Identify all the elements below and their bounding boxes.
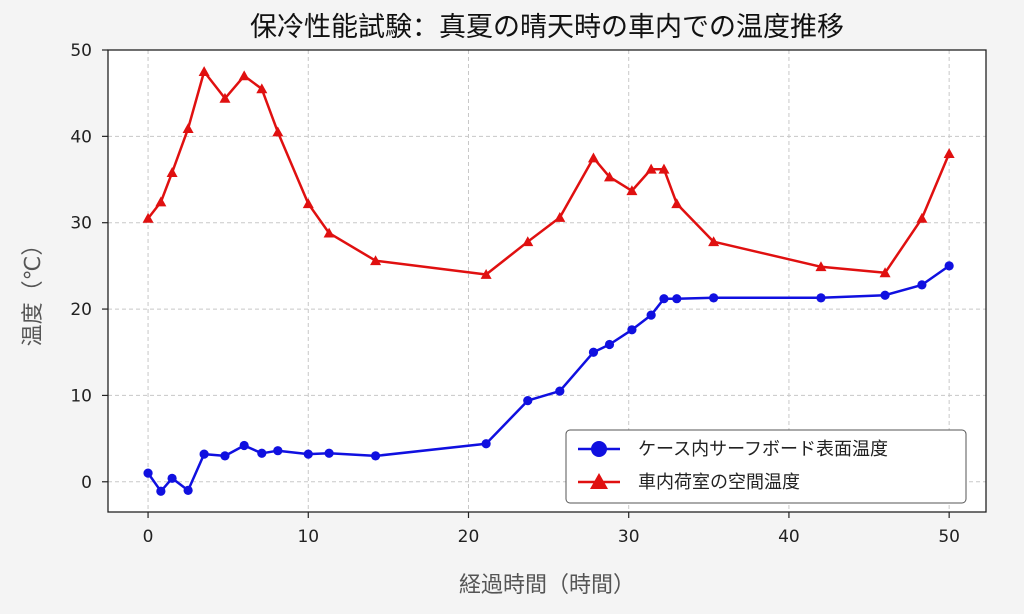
x-axis-label: 経過時間（時間） bbox=[459, 573, 635, 598]
y-tick-label: 0 bbox=[81, 473, 92, 493]
series-1-point bbox=[645, 163, 657, 174]
series-1-point bbox=[302, 198, 314, 209]
series-1-point bbox=[198, 66, 210, 76]
series-0-point bbox=[183, 485, 193, 496]
legend-marker-surface bbox=[591, 441, 607, 457]
series-1-point bbox=[603, 171, 615, 182]
series-0-point bbox=[709, 293, 719, 303]
series-0-point bbox=[481, 439, 491, 449]
series-0-point bbox=[604, 339, 615, 350]
series-0-point bbox=[199, 449, 209, 459]
series-0-point bbox=[646, 310, 656, 320]
series-1-point bbox=[879, 267, 891, 278]
series-0-point bbox=[672, 294, 682, 304]
x-tick-label: 30 bbox=[618, 527, 640, 547]
x-tick-label: 10 bbox=[297, 527, 319, 547]
y-tick-label: 10 bbox=[70, 386, 92, 406]
series-0-point bbox=[143, 468, 153, 478]
series-1-point bbox=[554, 212, 566, 222]
series-1-point bbox=[182, 123, 194, 133]
series-layer bbox=[142, 66, 955, 496]
series-1-point bbox=[480, 269, 492, 279]
series-0-point bbox=[167, 473, 177, 483]
series-1-point bbox=[587, 152, 599, 163]
series-0-point bbox=[555, 386, 565, 396]
series-1-point bbox=[522, 236, 534, 247]
series-1-point bbox=[671, 198, 683, 209]
series-1-line bbox=[147, 70, 951, 276]
series-0-point bbox=[273, 446, 283, 456]
x-tick-label: 40 bbox=[778, 527, 800, 547]
series-0-point bbox=[220, 451, 230, 461]
series-1-point bbox=[219, 92, 231, 103]
legend: ケース内サーフボード表面温度 車内荷室の空間温度 bbox=[565, 429, 967, 504]
series-0-point bbox=[239, 440, 249, 451]
series-1-point bbox=[626, 185, 638, 196]
series-1-point bbox=[708, 236, 720, 247]
legend-label-cabin: 車内荷室の空間温度 bbox=[638, 472, 800, 493]
series-0-point bbox=[523, 396, 533, 406]
y-tick-label: 50 bbox=[70, 41, 92, 61]
series-0-point bbox=[816, 293, 826, 303]
series-1-point bbox=[272, 126, 284, 137]
y-tick-label: 20 bbox=[70, 300, 92, 320]
series-0 bbox=[143, 261, 954, 496]
series-0-point bbox=[880, 290, 890, 300]
series-1-point bbox=[155, 196, 167, 207]
chart-title: 保冷性能試験：真夏の晴天時の車内での温度推移 bbox=[250, 12, 844, 43]
legend-marker-cabin bbox=[590, 473, 608, 489]
series-0-point bbox=[944, 261, 954, 271]
x-tick-label: 0 bbox=[143, 527, 154, 547]
x-tick-label: 20 bbox=[458, 527, 480, 547]
series-0-point bbox=[257, 448, 267, 458]
series-1-point bbox=[256, 83, 268, 94]
series-0-point bbox=[370, 451, 381, 461]
series-1-point bbox=[323, 227, 335, 238]
x-tick-label: 50 bbox=[938, 527, 960, 547]
y-tick-label: 40 bbox=[70, 127, 92, 147]
series-0-point bbox=[588, 347, 599, 357]
series-0-point bbox=[324, 448, 334, 458]
series-1-point bbox=[658, 163, 670, 174]
series-1-point bbox=[370, 255, 382, 266]
y-axis-ticks: 0 10 20 30 40 50 bbox=[70, 41, 108, 493]
series-1-point bbox=[142, 212, 154, 223]
series-1 bbox=[142, 66, 955, 279]
plot-frame bbox=[107, 49, 987, 513]
y-tick-label: 30 bbox=[70, 214, 92, 234]
y-axis-label: 温度（℃） bbox=[21, 234, 46, 347]
series-1-point bbox=[916, 212, 928, 223]
legend-box bbox=[565, 429, 967, 504]
series-1-point bbox=[238, 70, 250, 81]
series-0-point bbox=[156, 486, 166, 496]
series-1-point bbox=[166, 167, 178, 178]
series-0-point bbox=[303, 449, 313, 459]
x-axis-ticks: 0 10 20 30 40 50 bbox=[143, 512, 960, 547]
series-0-point bbox=[627, 325, 637, 335]
series-0-point bbox=[917, 280, 927, 290]
series-1-point bbox=[815, 261, 827, 272]
legend-label-surface: ケース内サーフボード表面温度 bbox=[638, 439, 888, 460]
series-0-point bbox=[659, 294, 669, 304]
series-1-point bbox=[943, 148, 955, 159]
